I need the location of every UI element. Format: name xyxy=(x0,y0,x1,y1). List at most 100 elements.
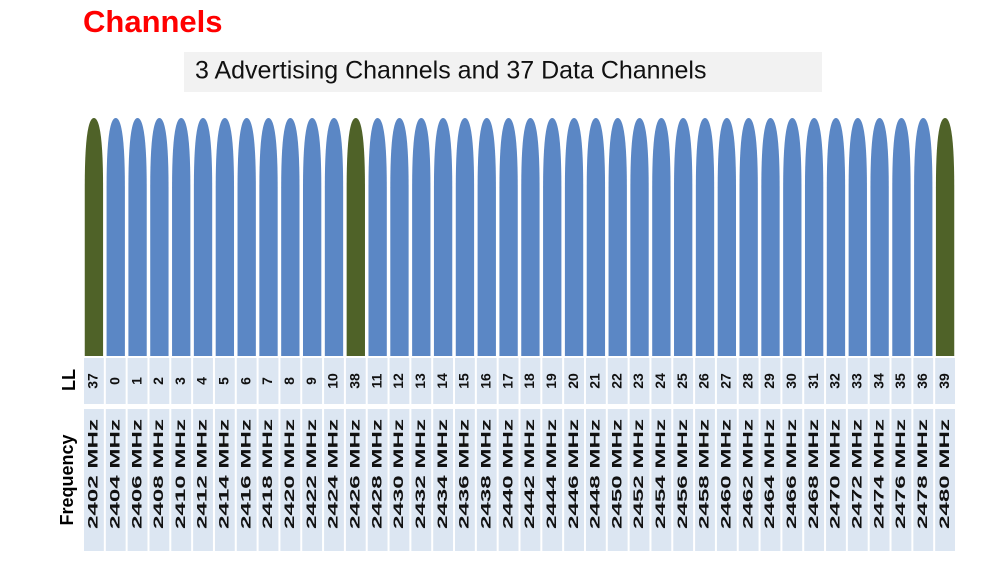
frequency-cell xyxy=(236,409,257,551)
subtitle-box xyxy=(184,52,822,92)
ll-label: 11 xyxy=(368,373,384,388)
frequency-cell xyxy=(149,409,170,551)
ll-label: 24 xyxy=(652,373,668,389)
ll-label: 8 xyxy=(281,377,297,385)
channel-spike xyxy=(128,118,147,356)
frequency-label: 2472 MHz xyxy=(848,419,864,529)
ll-label: 13 xyxy=(412,373,428,389)
channel-spike xyxy=(324,118,344,356)
frequency-label: 2434 MHz xyxy=(434,419,450,529)
ll-cell xyxy=(214,358,235,404)
ll-cell xyxy=(804,358,825,404)
ll-cell xyxy=(171,358,192,404)
frequency-cell xyxy=(847,409,868,551)
ll-label: 3 xyxy=(172,377,188,385)
frequency-label: 2416 MHz xyxy=(237,419,253,529)
channel-spike xyxy=(390,118,409,356)
frequency-label: 2456 MHz xyxy=(674,419,690,529)
channel-spike xyxy=(783,118,802,356)
frequency-cell xyxy=(127,409,148,551)
ll-label: 21 xyxy=(587,373,603,389)
frequency-cell xyxy=(891,409,912,551)
channel-spike xyxy=(543,118,562,356)
frequency-cell xyxy=(869,409,890,551)
frequency-cell xyxy=(564,409,584,551)
frequency-row-label: Frequency xyxy=(57,434,77,525)
ll-cell xyxy=(760,358,781,404)
ll-label: 4 xyxy=(194,377,210,385)
ll-cell xyxy=(280,358,301,404)
channel-spike xyxy=(804,118,824,356)
frequency-label: 2426 MHz xyxy=(347,419,363,529)
ll-label: 37 xyxy=(85,373,101,389)
channel-spike xyxy=(935,118,955,356)
frequency-cell xyxy=(389,409,410,551)
channel-spike xyxy=(521,118,540,356)
channel-spike xyxy=(914,118,933,356)
frequency-cell xyxy=(520,409,541,551)
ll-cell xyxy=(891,358,912,404)
ll-cell xyxy=(564,358,584,404)
frequency-cell xyxy=(498,409,519,551)
channel-spike xyxy=(172,118,191,356)
channel-spike xyxy=(455,118,475,356)
ll-cell xyxy=(476,358,497,404)
channel-spike xyxy=(608,118,627,356)
frequency-label: 2422 MHz xyxy=(303,419,319,529)
frequency-label: 2448 MHz xyxy=(587,419,603,529)
frequency-label: 2424 MHz xyxy=(325,419,341,529)
frequency-label: 2444 MHz xyxy=(543,419,559,529)
ll-cell xyxy=(149,358,170,404)
frequency-label: 2460 MHz xyxy=(718,419,734,529)
channel-spike xyxy=(106,118,125,356)
ll-cell xyxy=(324,358,344,404)
frequency-label: 2410 MHz xyxy=(172,419,188,529)
frequency-cell xyxy=(542,409,563,551)
ll-label: 14 xyxy=(434,373,450,389)
channel-spike xyxy=(695,118,715,356)
ll-label: 20 xyxy=(565,373,581,389)
frequency-label: 2474 MHz xyxy=(870,419,886,529)
ll-label: 33 xyxy=(848,373,864,389)
ll-cell xyxy=(105,358,126,404)
ll-label: 36 xyxy=(914,373,930,389)
ll-label: 35 xyxy=(892,373,908,389)
ll-label: 18 xyxy=(521,373,537,389)
ll-cell xyxy=(935,358,955,404)
ll-cell xyxy=(367,358,388,404)
ll-label: 12 xyxy=(390,373,406,389)
ll-cell xyxy=(542,358,563,404)
ll-label: 6 xyxy=(237,377,253,385)
ll-cell xyxy=(411,358,432,404)
ll-label: 30 xyxy=(783,373,799,389)
frequency-cell xyxy=(607,409,628,551)
ll-label: 9 xyxy=(303,377,319,385)
frequency-cell xyxy=(738,409,759,551)
ll-label: 25 xyxy=(674,373,690,389)
frequency-label: 2458 MHz xyxy=(696,419,712,529)
frequency-cell xyxy=(324,409,344,551)
ll-cell xyxy=(127,358,148,404)
frequency-cell xyxy=(171,409,192,551)
frequency-cell xyxy=(280,409,301,551)
frequency-cell xyxy=(585,409,606,551)
frequency-cell xyxy=(673,409,694,551)
ll-cell xyxy=(193,358,213,404)
frequency-label: 2408 MHz xyxy=(150,419,166,529)
frequency-label: 2402 MHz xyxy=(85,419,101,529)
frequency-label: 2454 MHz xyxy=(652,419,668,529)
frequency-cell xyxy=(782,409,803,551)
ll-label: 34 xyxy=(870,373,886,389)
ll-label: 28 xyxy=(739,373,755,389)
frequency-label: 2466 MHz xyxy=(783,419,799,529)
ll-label: 1 xyxy=(128,377,144,385)
frequency-label: 2412 MHz xyxy=(194,419,210,529)
ll-cell xyxy=(389,358,410,404)
frequency-label: 2452 MHz xyxy=(630,419,646,529)
title: Channels xyxy=(83,4,223,39)
channel-spike xyxy=(870,118,889,356)
frequency-label: 2404 MHz xyxy=(106,419,122,529)
ll-label: 31 xyxy=(805,373,821,389)
ll-label: 16 xyxy=(477,373,493,389)
ll-cell xyxy=(585,358,606,404)
